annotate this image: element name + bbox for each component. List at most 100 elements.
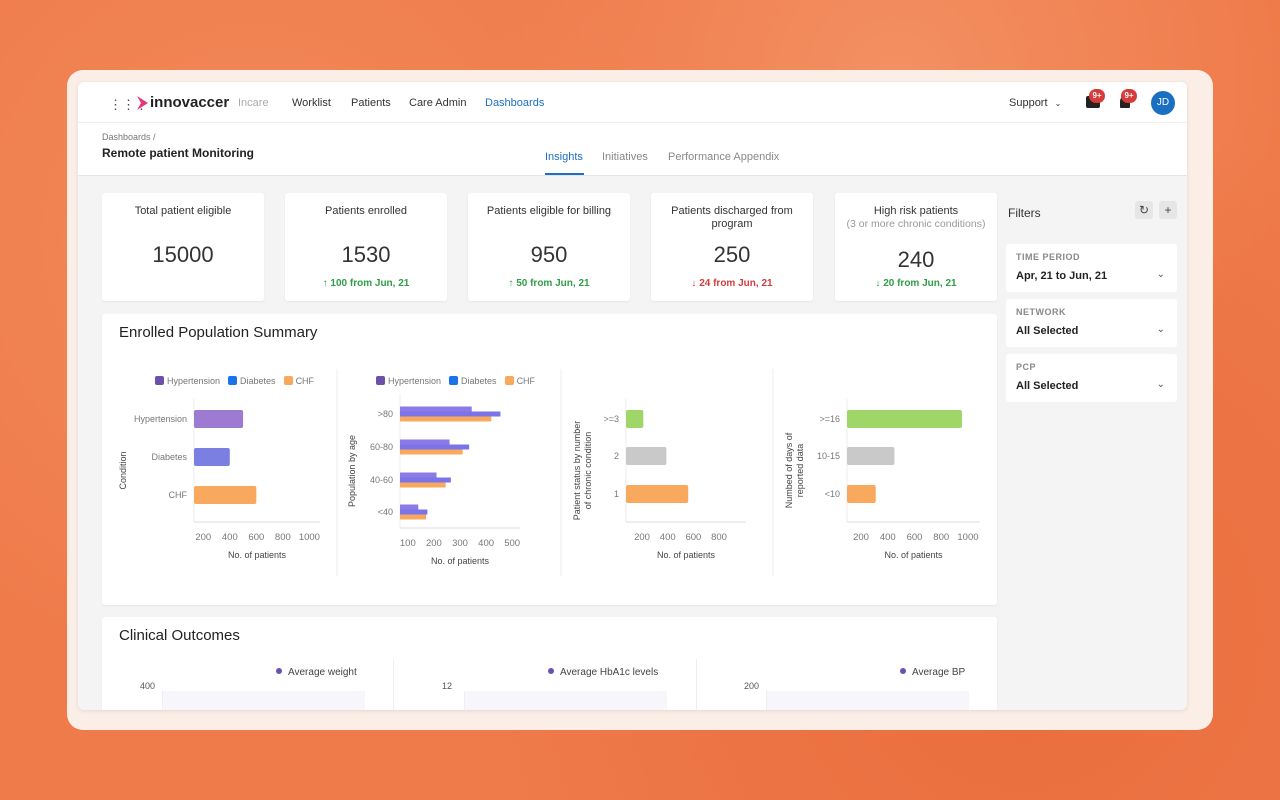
bar-chf (400, 449, 463, 455)
bar-diabetes (400, 444, 470, 450)
kpi-value: 15000 (152, 242, 214, 267)
chevron-down-icon: ⌄ (1156, 324, 1165, 335)
page-title: Remote patient Monitoring (102, 146, 254, 160)
kpi-title: Total patient eligible (134, 205, 232, 217)
legend-label: Average HbA1c levels (560, 667, 659, 678)
x-tick-label: 200 (426, 538, 442, 549)
arrow-up-icon: ↑ (322, 278, 328, 289)
avatar[interactable]: JD (1151, 91, 1175, 115)
plus-icon[interactable]: + (1159, 201, 1177, 219)
kpi-subtitle: (3 or more chronic conditions) (846, 218, 986, 230)
kpi-delta: ↑ 100 from Jun, 21 (285, 278, 447, 289)
support-label: Support (1009, 97, 1048, 109)
y-axis-label: of chronic condition (583, 432, 593, 510)
section-title: Enrolled Population Summary (119, 324, 318, 341)
bar-chf (400, 416, 492, 422)
bar-chf (400, 482, 446, 488)
legend-age: Hypertension Diabetes CHF (376, 376, 535, 386)
refresh-icon[interactable]: ↻ (1135, 201, 1153, 219)
legend-label: Diabetes (461, 376, 497, 386)
legend-label: Hypertension (388, 376, 442, 386)
support-menu[interactable]: Support ⌄ (1009, 97, 1061, 109)
filter-time-period[interactable]: TIME PERIOD Apr, 21 to Jun, 21 ⌄ (1006, 244, 1177, 292)
filter-pcp[interactable]: PCP All Selected ⌄ (1006, 354, 1177, 402)
filter-network[interactable]: NETWORK All Selected ⌄ (1006, 299, 1177, 347)
nav-patients[interactable]: Patients (351, 97, 391, 109)
kpi-delta-text: 100 from Jun, 21 (330, 278, 410, 289)
arrow-down-icon: ↓ (691, 278, 697, 289)
y-tick-label: <10 (825, 489, 840, 499)
kpi-card[interactable]: Patients eligible for billing 950 ↑ 50 fro… (468, 193, 630, 301)
y-tick: 12 (442, 681, 453, 691)
bar (194, 448, 230, 466)
legend-item: CHF (283, 376, 314, 386)
legend-label: Average BP (912, 667, 966, 678)
plot-area (464, 691, 667, 710)
y-axis-label: Patient status by number (572, 421, 582, 521)
bar-diabetes (400, 411, 501, 417)
bar-hypertension (400, 406, 472, 412)
x-tick-label: 600 (248, 532, 264, 543)
bar-diabetes (400, 477, 451, 483)
enrolled-population-summary: Enrolled Population Summary Hypertension… (102, 314, 997, 605)
nav-dashboards[interactable]: Dashboards (485, 97, 545, 109)
kpi-title: Patients enrolled (325, 205, 407, 217)
x-tick-label: 100 (400, 538, 416, 549)
kpi-card[interactable]: Patients discharged from program 250 ↓ 24 … (651, 193, 813, 301)
legend-condition: Hypertension Diabetes CHF (155, 376, 314, 386)
legend-item: Hypertension (376, 376, 441, 386)
x-tick-label: 600 (685, 532, 701, 543)
breadcrumb[interactable]: Dashboards / (102, 132, 156, 142)
x-tick-label: 400 (660, 532, 676, 543)
x-tick-label: 800 (933, 532, 949, 543)
y-tick-label: >=16 (819, 414, 840, 424)
bar (626, 410, 644, 428)
x-axis-label: No. of patients (431, 556, 490, 566)
tab-initiatives[interactable]: Initiatives (602, 151, 648, 163)
bar (194, 486, 257, 504)
tab-insights[interactable]: Insights (545, 151, 583, 163)
x-tick-label: 1000 (957, 532, 978, 543)
chevron-down-icon: ⌄ (1156, 269, 1165, 280)
legend-average-hba1c: Average HbA1c levels (548, 667, 658, 678)
bar (194, 410, 244, 428)
x-tick-label: 200 (634, 532, 650, 543)
divider (393, 659, 394, 710)
top-bar: ⋮⋮⋮ innovaccer Incare Worklist Patients … (78, 82, 1187, 176)
y-tick-label: CHF (169, 490, 188, 500)
messages-badge: 9+ (1089, 89, 1105, 103)
tab-performance-appendix[interactable]: Performance Appendix (668, 151, 780, 163)
x-tick-label: 200 (853, 532, 869, 543)
kpi-card[interactable]: Total patient eligible 15000 (102, 193, 264, 301)
legend-average-weight: Average weight (276, 667, 357, 678)
arrow-up-icon: ↑ (508, 278, 514, 289)
kpi-delta: ↑ 50 from Jun, 21 (468, 278, 630, 289)
kpi-card[interactable]: Patients enrolled 1530 ↑ 100 from Jun, 21 (285, 193, 447, 301)
nav-care-admin[interactable]: Care Admin (409, 97, 467, 109)
plot-area (162, 691, 365, 710)
bar (847, 485, 876, 503)
kpi-delta-text: 24 from Jun, 21 (699, 278, 773, 289)
tab-active-indicator (545, 173, 584, 175)
legend-label: CHF (516, 376, 536, 386)
y-tick-label: 60-80 (370, 442, 393, 452)
legend-label: Hypertension (167, 376, 221, 386)
y-tick-label: Hypertension (134, 414, 187, 424)
y-tick-label: >80 (378, 409, 393, 419)
y-tick-label: 10-15 (817, 451, 840, 461)
y-tick: 200 (744, 681, 760, 691)
filters-title: Filters (1008, 206, 1041, 220)
x-tick-label: 400 (478, 538, 494, 549)
kpi-card[interactable]: High risk patients (3 or more chronic con… (835, 193, 997, 301)
kpi-delta-text: 50 from Jun, 21 (516, 278, 590, 289)
nav-worklist[interactable]: Worklist (292, 97, 331, 109)
x-tick-label: 200 (195, 532, 211, 543)
filter-value: All Selected (1016, 380, 1079, 392)
logo-icon (137, 96, 148, 110)
y-axis-label: Condition (118, 451, 128, 489)
bar-diabetes (400, 509, 428, 515)
x-axis-label: No. of patients (228, 550, 287, 560)
filter-value: All Selected (1016, 325, 1079, 337)
x-tick-label: 300 (452, 538, 468, 549)
section-title: Clinical Outcomes (119, 627, 240, 644)
